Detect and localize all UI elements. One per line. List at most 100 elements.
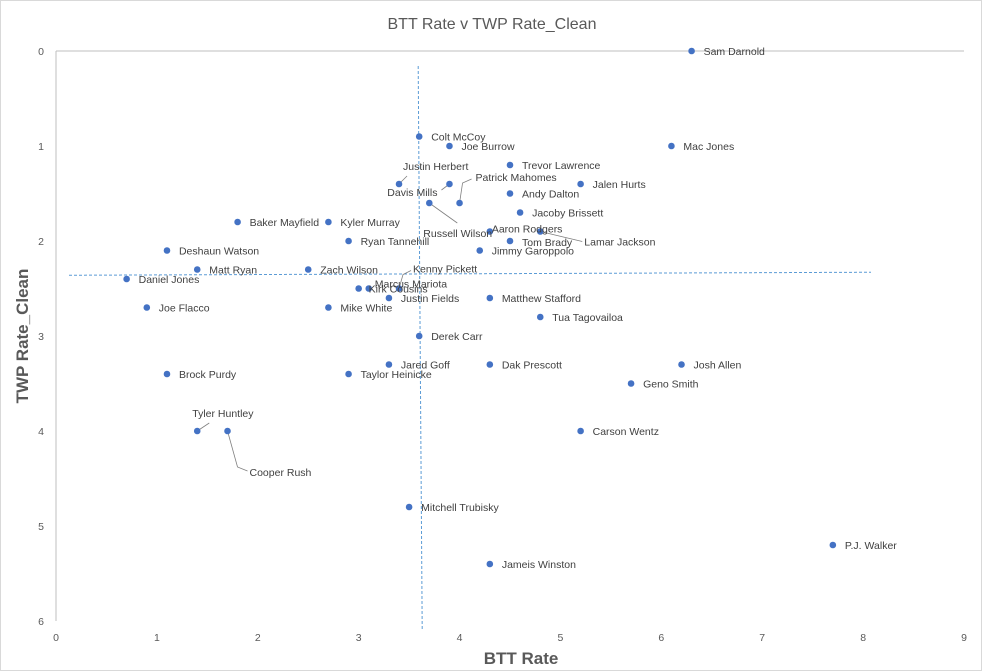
data-label: Lamar Jackson (584, 237, 655, 249)
data-label: Matt Ryan (209, 265, 257, 277)
y-tick-label: 2 (38, 236, 44, 248)
data-point (688, 47, 695, 55)
x-tick-label: 6 (658, 632, 664, 644)
leader-line (398, 270, 412, 289)
data-point (385, 361, 393, 368)
x-tick-label: 7 (759, 632, 765, 644)
data-label: Cooper Rush (250, 467, 312, 479)
data-point (234, 218, 241, 226)
data-point (193, 427, 201, 435)
data-point (536, 228, 544, 235)
data-label: Kyler Murray (340, 217, 400, 229)
data-point (506, 161, 514, 169)
data-point (355, 285, 362, 292)
x-tick-label: 3 (356, 632, 362, 644)
data-point (415, 133, 423, 140)
data-point (678, 361, 685, 368)
x-axis-title: BTT Rate (484, 649, 559, 668)
data-label: Sam Darnold (704, 46, 765, 58)
data-label: Joe Burrow (461, 141, 515, 153)
data-point (486, 294, 494, 302)
leader-line (227, 430, 248, 472)
x-tick-label: 2 (255, 632, 261, 644)
data-point (304, 266, 312, 273)
data-point (325, 304, 332, 311)
x-tick-label: 8 (860, 632, 866, 644)
data-label: Zach Wilson (320, 265, 378, 277)
chart-title: BTT Rate v TWP Rate_Clean (388, 16, 597, 33)
data-point (476, 247, 484, 254)
leader-line (540, 231, 583, 242)
data-point (506, 237, 514, 245)
data-label: Andy Dalton (522, 189, 579, 201)
y-tick-label: 5 (38, 521, 44, 533)
data-label: Davis Mills (387, 187, 437, 199)
data-label: Joe Flacco (159, 303, 210, 315)
data-point (446, 180, 453, 188)
data-point (325, 218, 332, 226)
data-point (829, 541, 837, 549)
data-label: Jalen Hurts (593, 179, 646, 191)
data-point (395, 285, 403, 292)
data-point (224, 427, 231, 435)
data-label: Jared Goff (401, 360, 450, 372)
y-tick-label: 4 (38, 426, 44, 438)
data-label: Josh Allen (694, 360, 742, 372)
x-tick-label: 1 (154, 632, 160, 644)
y-axis-title: TWP Rate_Clean (13, 269, 32, 404)
data-label: Deshaun Watson (179, 246, 259, 258)
leader-line (459, 178, 472, 204)
data-label: Derek Carr (431, 331, 483, 343)
data-label: Kenny Pickett (413, 264, 477, 276)
data-point (516, 209, 524, 216)
data-label: Geno Smith (643, 379, 699, 391)
data-label: Jimmy Garoppolo (492, 246, 574, 258)
data-point (345, 370, 352, 378)
data-point (385, 294, 393, 302)
data-label: Tyler Huntley (192, 408, 254, 420)
data-point (486, 228, 494, 235)
data-label: Trevor Lawrence (522, 160, 601, 172)
data-label: Daniel Jones (139, 274, 200, 286)
x-tick-label: 0 (53, 632, 59, 644)
data-label: Colt McCoy (431, 132, 486, 144)
y-mean-line (68, 271, 872, 276)
y-tick-label: 0 (38, 46, 44, 58)
data-point (668, 142, 675, 150)
data-label: Brock Purdy (179, 369, 237, 381)
data-label: Aaron Rodgers (492, 224, 563, 236)
data-point (123, 275, 130, 283)
data-label: Mitchell Trubisky (421, 502, 499, 514)
data-label: Jameis Winston (502, 559, 576, 571)
data-label: Tua Tagovailoa (552, 312, 623, 324)
y-tick-label: 1 (38, 141, 44, 153)
y-tick-label: 3 (38, 331, 44, 343)
data-point (395, 180, 403, 188)
data-label: Jacoby Brissett (532, 208, 603, 220)
data-label: Carson Wentz (593, 426, 659, 438)
data-label: Mac Jones (683, 141, 734, 153)
data-label: Justin Herbert (403, 161, 468, 173)
data-point (415, 332, 423, 340)
data-point (425, 199, 433, 207)
data-point (446, 142, 453, 150)
x-tick-label: 9 (961, 632, 967, 644)
data-point (163, 370, 171, 378)
data-label: Tom Brady (522, 237, 573, 249)
data-point (506, 190, 514, 197)
x-tick-label: 4 (457, 632, 463, 644)
y-tick-label: 6 (38, 616, 44, 628)
data-label: P.J. Walker (845, 540, 897, 552)
data-point (627, 380, 635, 387)
data-label: Taylor Heinicke (361, 369, 432, 381)
data-label: Justin Fields (401, 293, 459, 305)
data-point (486, 560, 494, 568)
data-label: Matthew Stafford (502, 293, 581, 305)
x-mean-line (417, 65, 423, 630)
axes-layer: 0 1 2 3 4 5 6 7 8 9 0 1 2 3 4 5 6 (38, 46, 967, 644)
data-label: Baker Mayfield (250, 217, 320, 229)
data-point (345, 237, 352, 245)
